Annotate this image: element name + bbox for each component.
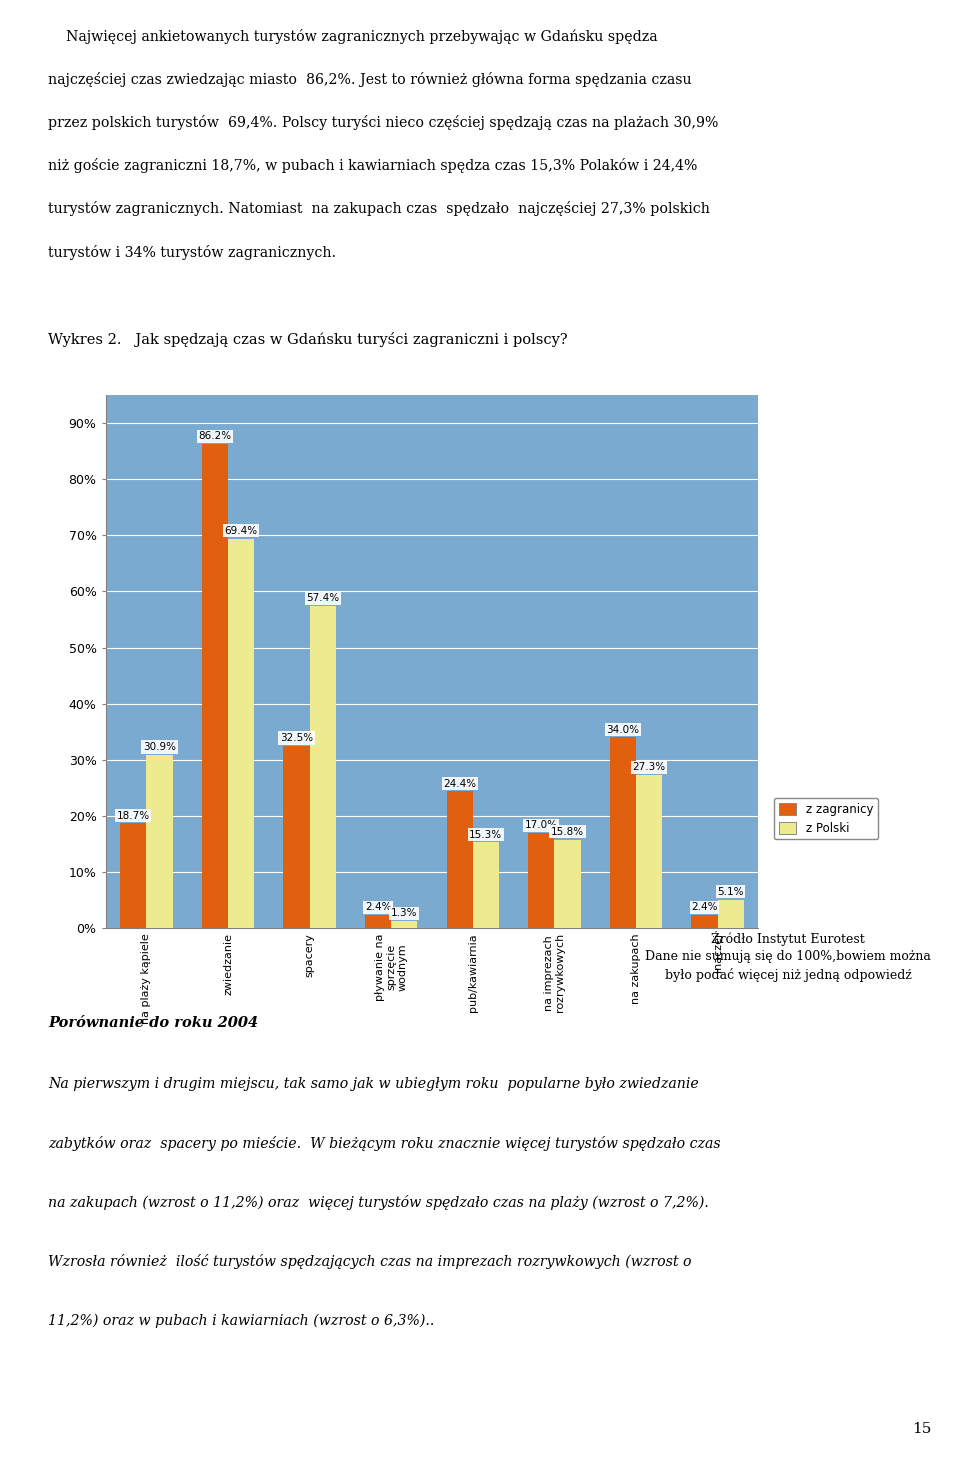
Text: turystów i 34% turystów zagranicznych.: turystów i 34% turystów zagranicznych. bbox=[48, 244, 336, 260]
Bar bbox=[610, 737, 636, 928]
Text: 15: 15 bbox=[912, 1423, 931, 1436]
Bar bbox=[528, 833, 555, 928]
Text: 1.3%: 1.3% bbox=[391, 908, 418, 918]
Legend: z zagranicy, z Polski: z zagranicy, z Polski bbox=[774, 798, 878, 839]
Text: przez polskich turystów  69,4%. Polscy turyści nieco częściej spędzają czas na p: przez polskich turystów 69,4%. Polscy tu… bbox=[48, 115, 718, 130]
Bar bbox=[228, 538, 254, 928]
Bar bbox=[202, 444, 228, 928]
Text: zabytków oraz  spacery po mieście.  W bieżącym roku znacznie więcej turystów spę: zabytków oraz spacery po mieście. W bież… bbox=[48, 1136, 721, 1151]
Bar bbox=[636, 775, 662, 928]
Text: 15.3%: 15.3% bbox=[469, 829, 502, 839]
Text: 15.8%: 15.8% bbox=[551, 827, 584, 836]
Bar bbox=[691, 915, 718, 928]
Text: 24.4%: 24.4% bbox=[444, 778, 476, 788]
Bar bbox=[309, 605, 336, 928]
Bar bbox=[446, 791, 472, 928]
Text: Najwięcej ankietowanych turystów zagranicznych przebywając w Gdańsku spędza: Najwięcej ankietowanych turystów zagrani… bbox=[48, 29, 658, 44]
Bar bbox=[555, 839, 581, 928]
Bar bbox=[392, 921, 418, 928]
Text: 2.4%: 2.4% bbox=[691, 902, 718, 912]
Text: Wzrosła również  ilość turystów spędzających czas na imprezach rozrywkowych (wzr: Wzrosła również ilość turystów spędzając… bbox=[48, 1254, 691, 1269]
Bar bbox=[120, 823, 146, 928]
Bar bbox=[365, 915, 391, 928]
Text: turystów zagranicznych. Natomiast  na zakupach czas  spędzało  najczęściej 27,3%: turystów zagranicznych. Natomiast na zak… bbox=[48, 202, 709, 216]
Text: 27.3%: 27.3% bbox=[633, 762, 665, 772]
Bar bbox=[283, 746, 309, 928]
Text: 17.0%: 17.0% bbox=[525, 820, 558, 830]
Text: niż goście zagraniczni 18,7%, w pubach i kawiarniach spędza czas 15,3% Polaków i: niż goście zagraniczni 18,7%, w pubach i… bbox=[48, 158, 697, 174]
Text: Na pierwszym i drugim miejscu, tak samo jak w ubiegłym roku  popularne było zwie: Na pierwszym i drugim miejscu, tak samo … bbox=[48, 1077, 699, 1091]
Text: 2.4%: 2.4% bbox=[365, 902, 392, 912]
Text: na zakupach (wzrost o 11,2%) oraz  więcej turystów spędzało czas na plaży (wzros: na zakupach (wzrost o 11,2%) oraz więcej… bbox=[48, 1196, 708, 1211]
Text: Źródło Instytut Eurotest
Dane nie sumują się do 100%,bowiem można
było podać wię: Źródło Instytut Eurotest Dane nie sumują… bbox=[645, 931, 931, 981]
Bar bbox=[473, 842, 499, 928]
Bar bbox=[718, 899, 744, 928]
Text: Wykres 2.   Jak spędzają czas w Gdańsku turyści zagraniczni i polscy?: Wykres 2. Jak spędzają czas w Gdańsku tu… bbox=[48, 332, 567, 346]
Text: 18.7%: 18.7% bbox=[117, 810, 150, 820]
Text: 34.0%: 34.0% bbox=[607, 725, 639, 734]
Text: najczęściej czas zwiedzając miasto  86,2%. Jest to również główna forma spędzani: najczęściej czas zwiedzając miasto 86,2%… bbox=[48, 72, 691, 88]
Text: 69.4%: 69.4% bbox=[225, 526, 257, 535]
Text: Porównanie do roku 2004: Porównanie do roku 2004 bbox=[48, 1016, 258, 1031]
Bar bbox=[146, 754, 173, 928]
Text: 86.2%: 86.2% bbox=[199, 431, 231, 442]
Text: 5.1%: 5.1% bbox=[717, 887, 744, 896]
Text: 11,2%) oraz w pubach i kawiarniach (wzrost o 6,3%)..: 11,2%) oraz w pubach i kawiarniach (wzro… bbox=[48, 1313, 434, 1327]
Text: 32.5%: 32.5% bbox=[280, 732, 313, 743]
Text: 30.9%: 30.9% bbox=[143, 743, 176, 751]
Text: 57.4%: 57.4% bbox=[306, 594, 339, 604]
